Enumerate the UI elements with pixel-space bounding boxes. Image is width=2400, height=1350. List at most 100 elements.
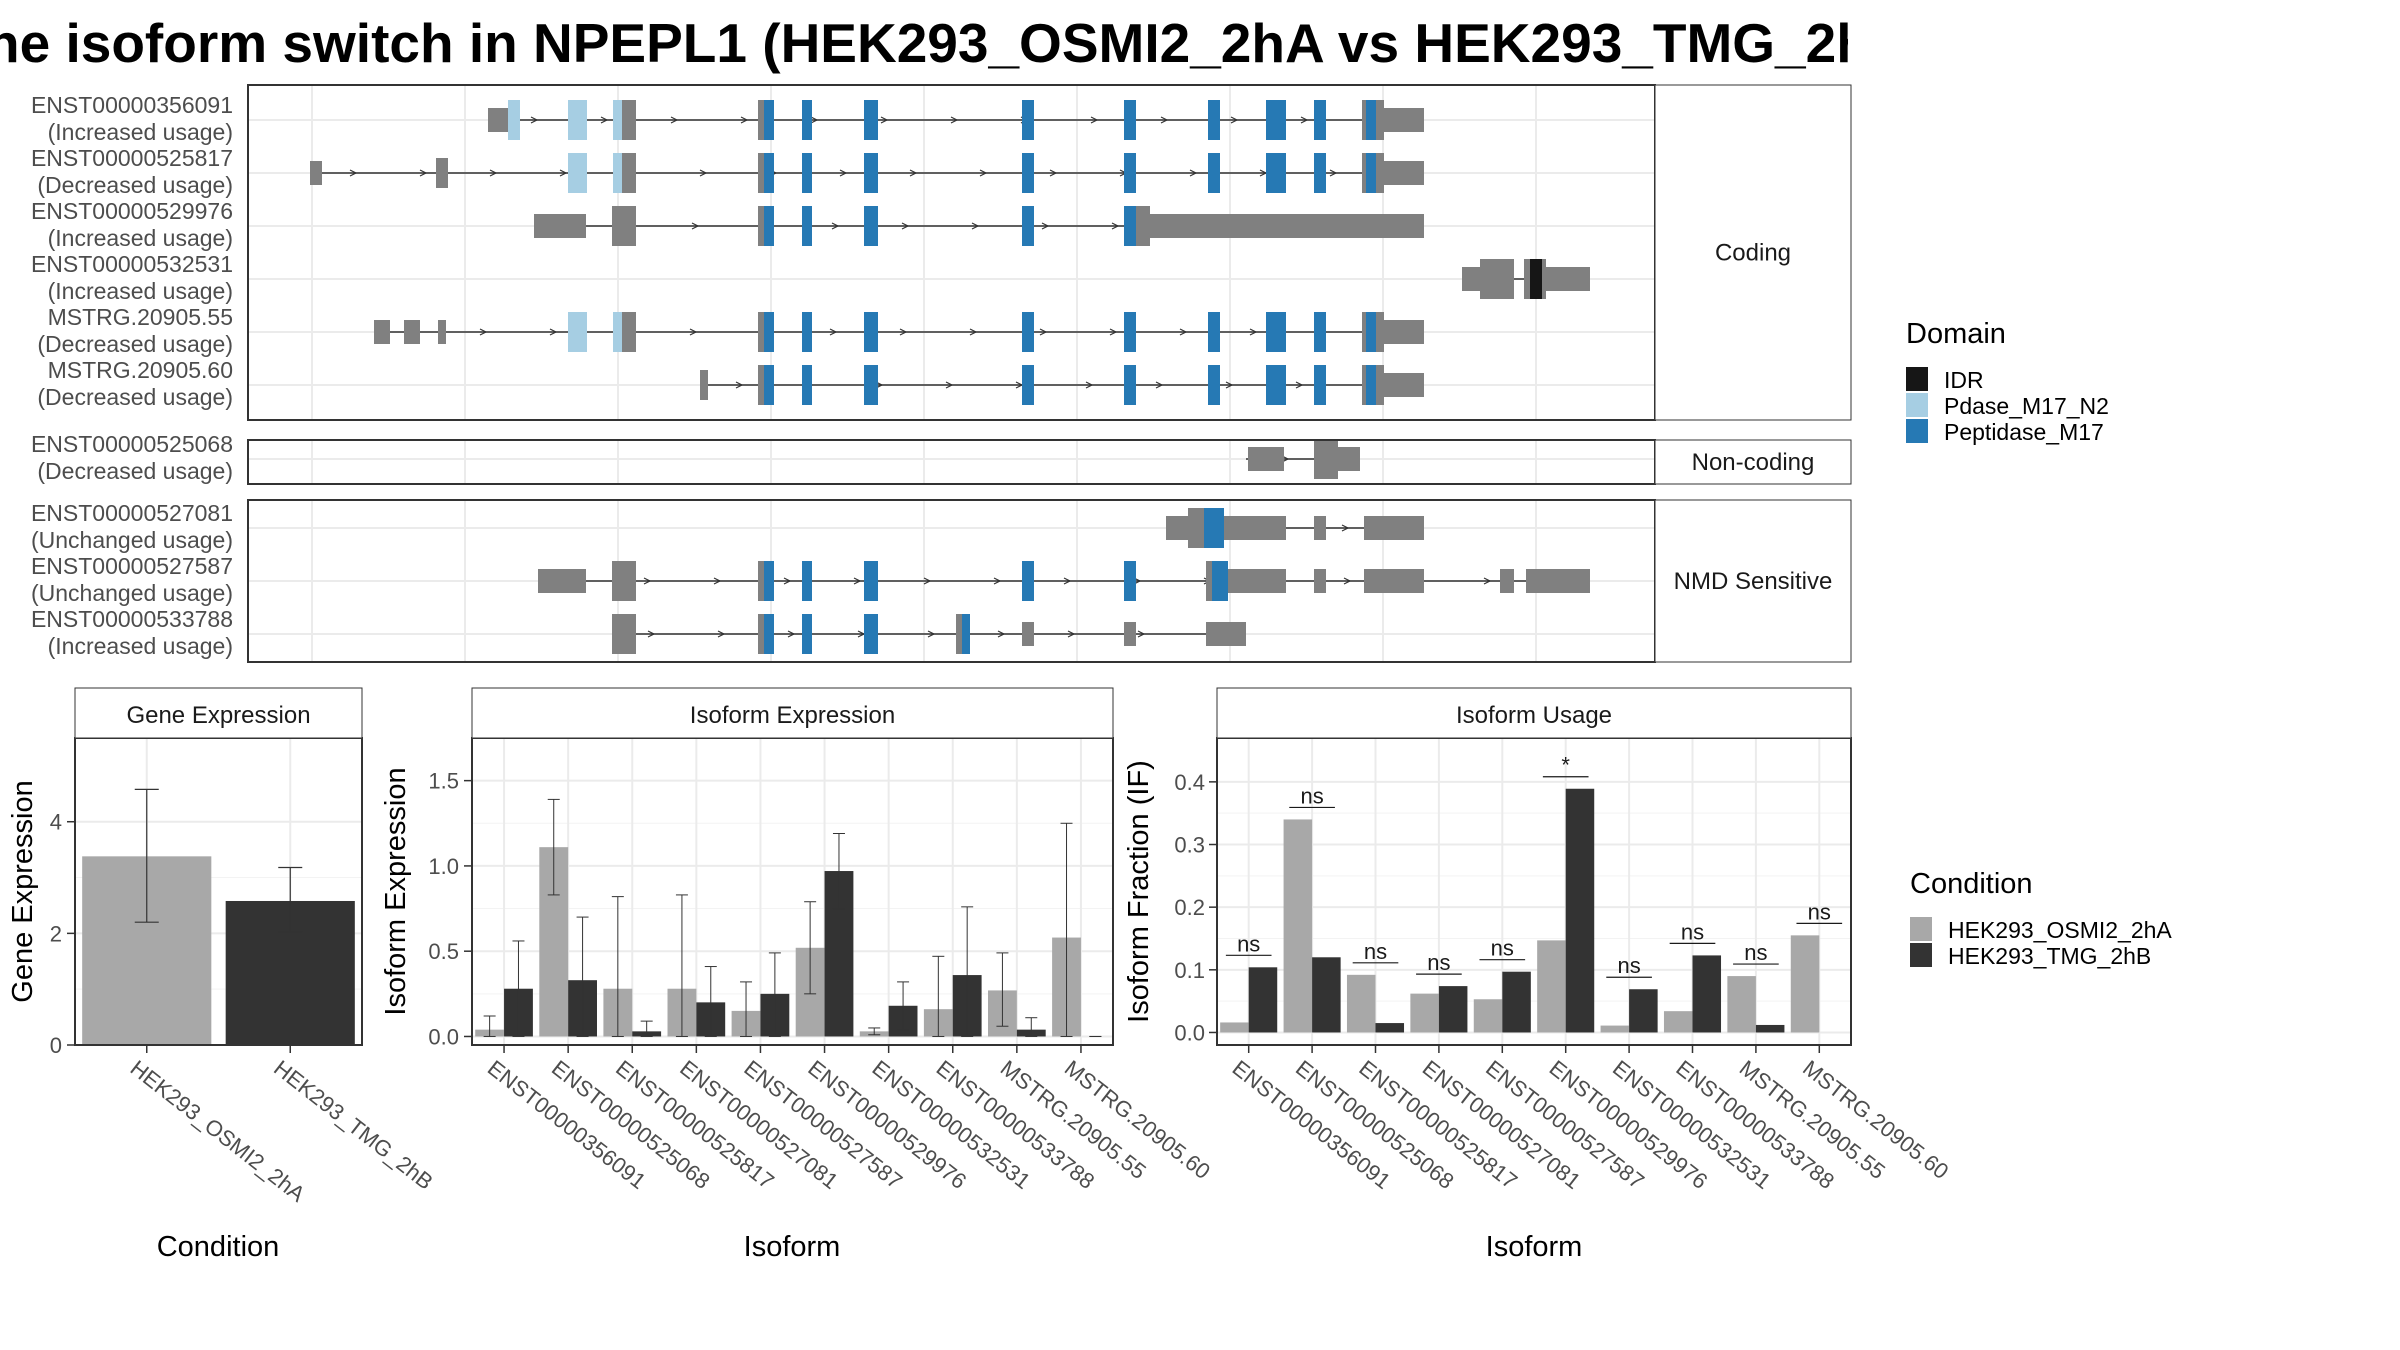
legend-label: HEK293_OSMI2_2hA — [1948, 917, 2172, 943]
domain-exon — [1314, 365, 1326, 405]
domain-exon — [864, 206, 878, 246]
direction-arrow — [1039, 328, 1048, 336]
significance-label: ns — [1237, 931, 1260, 956]
utr-exon — [1362, 312, 1366, 352]
bar-HEK293_OSMI2_2hA-ENST00000533788 — [1663, 1011, 1693, 1033]
transcript-MSTRG.20905.55 — [374, 312, 1424, 352]
y-tick-label: 0.0 — [428, 1024, 459, 1049]
significance-label: ns — [1364, 939, 1387, 964]
utr-exon — [374, 320, 390, 344]
domain-exon — [1124, 206, 1136, 246]
direction-arrow — [1230, 116, 1239, 124]
domain-exon — [508, 100, 520, 140]
strip-box — [471, 687, 1114, 739]
domain-exon — [1022, 312, 1034, 352]
bar-HEK293_OSMI2_2hA-ENST00000527081 — [1410, 993, 1439, 1033]
direction-arrow — [971, 222, 980, 230]
strip-label: Coding — [1715, 240, 1791, 267]
domain-exon — [1022, 100, 1034, 140]
structure-panel-coding — [248, 85, 1655, 420]
legend-domain-title: Domain — [1906, 318, 2006, 350]
direction-arrow — [1041, 222, 1050, 230]
domain-exon — [962, 614, 970, 654]
direction-arrow — [735, 381, 744, 389]
direction-arrow — [945, 381, 954, 389]
direction-arrow — [479, 328, 488, 336]
utr-exon — [1384, 161, 1424, 185]
transcript-name: ENST00000533788 — [31, 606, 233, 632]
domain-exon — [864, 614, 878, 654]
direction-arrow — [530, 116, 539, 124]
legend-key — [1906, 419, 1928, 443]
direction-arrow — [1111, 222, 1120, 230]
direction-arrow — [1179, 328, 1188, 336]
direction-arrow — [993, 577, 1002, 585]
direction-arrow — [670, 116, 679, 124]
bar-HEK293_TMG_2hB-ENST00000525817 — [1375, 1023, 1405, 1033]
bar-HEK293_OSMI2_2hA-ENST00000356091 — [1220, 1022, 1249, 1033]
direction-arrow — [600, 116, 609, 124]
utr-exon — [1362, 100, 1366, 140]
strip-box — [1216, 687, 1852, 739]
direction-arrow — [713, 577, 722, 585]
direction-arrow — [549, 328, 558, 336]
domain-exon — [568, 100, 587, 140]
bar-HEK293_TMG_2hB-ENST00000533788 — [1692, 955, 1722, 1033]
direction-arrow — [740, 116, 749, 124]
x-axis-label: Isoform — [744, 1231, 841, 1263]
utr-exon — [758, 614, 764, 654]
domain-exon — [802, 206, 812, 246]
bar-HEK293_TMG_2hB-ENST00000529976 — [1565, 788, 1595, 1033]
transcript-ENST00000527081 — [1166, 508, 1424, 548]
bar-HEK293_TMG_2hB-ENST00000532531 — [1629, 989, 1658, 1033]
transcript-name: ENST00000532531 — [31, 251, 233, 277]
transcript-name: ENST00000525068 — [31, 431, 233, 457]
utr-exon — [758, 153, 764, 193]
domain-exon — [1022, 153, 1034, 193]
direction-arrow — [829, 328, 838, 336]
direction-arrow — [901, 222, 910, 230]
bar-HEK293_TMG_2hB-ENST00000527081 — [1438, 986, 1468, 1033]
domain-exon — [1124, 312, 1136, 352]
bar-HEK293_OSMI2_2hA-ENST00000532531 — [1600, 1025, 1630, 1033]
transcript-usage: (Decreased usage) — [37, 458, 233, 484]
transcript-name: ENST00000527587 — [31, 553, 233, 579]
bar-HEK293_TMG_2hB-ENST00000525068 — [1312, 957, 1341, 1033]
significance-label: ns — [1681, 919, 1704, 944]
utr-exon — [488, 108, 508, 132]
strip-box — [1654, 439, 1852, 485]
utr-exon — [436, 158, 448, 188]
direction-arrow — [899, 328, 908, 336]
domain-exon — [802, 100, 812, 140]
direction-arrow — [1067, 630, 1076, 638]
domain-exon — [1266, 365, 1286, 405]
domain-exon — [764, 100, 774, 140]
structure-panel-noncoding — [248, 440, 1655, 484]
utr-exon — [1314, 439, 1338, 479]
utr-exon — [622, 312, 636, 352]
domain-exon — [1366, 153, 1376, 193]
bar-HEK293_TMG_2hB-ENST00000356091 — [1248, 967, 1278, 1033]
domain-exon — [1366, 100, 1376, 140]
significance-label: ns — [1808, 899, 1831, 924]
transcript-name: MSTRG.20905.60 — [48, 357, 233, 383]
utr-exon — [612, 561, 636, 601]
domain-exon — [568, 153, 587, 193]
y-axis-label: Gene Expression — [7, 780, 39, 1002]
transcript-usage: (Increased usage) — [48, 119, 233, 145]
domain-exon — [1212, 561, 1228, 601]
direction-arrow — [1295, 381, 1304, 389]
significance-label: ns — [1300, 783, 1323, 808]
transcript-ENST00000527587 — [538, 561, 1590, 601]
domain-exon — [1530, 259, 1542, 299]
utr-exon — [612, 206, 636, 246]
strip-label: NMD Sensitive — [1674, 568, 1833, 595]
y-tick-label: 4 — [50, 810, 62, 835]
direction-arrow — [559, 169, 568, 177]
y-tick-label: 0.3 — [1174, 833, 1205, 858]
direction-arrow — [909, 169, 918, 177]
legend-key — [1906, 393, 1928, 417]
utr-exon — [1206, 561, 1212, 601]
direction-arrow — [699, 169, 708, 177]
